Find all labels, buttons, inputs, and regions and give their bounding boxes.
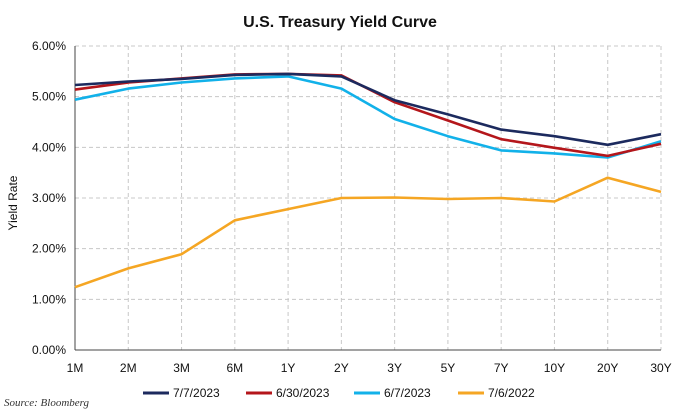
x-tick-label: 3M bbox=[173, 361, 190, 375]
legend-label: 6/30/2023 bbox=[276, 386, 330, 400]
y-tick-label: 1.00% bbox=[32, 292, 66, 306]
y-tick-label: 6.00% bbox=[32, 39, 66, 53]
x-axis: 1M 2M 3M 6M 1Y 2Y 3Y 5Y 7Y 10Y 20Y 30Y bbox=[67, 361, 672, 375]
x-tick-label: 2Y bbox=[334, 361, 349, 375]
legend-label: 6/7/2023 bbox=[384, 386, 431, 400]
x-tick-label: 20Y bbox=[597, 361, 618, 375]
x-tick-label: 10Y bbox=[544, 361, 565, 375]
x-tick-label: 1Y bbox=[281, 361, 296, 375]
y-axis-label: Yield Rate bbox=[6, 175, 20, 230]
series-line-7-7-2023 bbox=[74, 72, 662, 147]
y-tick-label: 2.00% bbox=[32, 242, 66, 256]
x-tick-label: 5Y bbox=[441, 361, 456, 375]
x-tick-label: 1M bbox=[67, 361, 84, 375]
legend-label: 7/7/2023 bbox=[173, 386, 220, 400]
series-line-6-7-2023 bbox=[74, 75, 662, 159]
y-tick-label: 5.00% bbox=[32, 90, 66, 104]
y-tick-label: 4.00% bbox=[32, 140, 66, 154]
series-line-7-6-2022 bbox=[74, 176, 662, 289]
chart-title: U.S. Treasury Yield Curve bbox=[243, 14, 437, 31]
y-tick-label: 3.00% bbox=[32, 191, 66, 205]
x-tick-label: 3Y bbox=[387, 361, 402, 375]
legend-label: 7/6/2022 bbox=[488, 386, 535, 400]
y-tick-label: 0.00% bbox=[32, 343, 66, 357]
x-tick-label: 2M bbox=[120, 361, 137, 375]
y-axis: 0.00% 1.00% 2.00% 3.00% 4.00% 5.00% 6.00% bbox=[32, 39, 66, 357]
x-tick-label: 30Y bbox=[650, 361, 671, 375]
series-lines bbox=[74, 72, 662, 289]
series-line-6-30-2023 bbox=[74, 72, 662, 158]
legend: 7/7/2023 6/30/2023 6/7/2023 7/6/2022 bbox=[143, 386, 535, 400]
grid bbox=[74, 45, 662, 351]
source-note: Source: Bloomberg bbox=[4, 397, 90, 409]
x-tick-label: 7Y bbox=[494, 361, 509, 375]
x-tick-label: 6M bbox=[226, 361, 243, 375]
